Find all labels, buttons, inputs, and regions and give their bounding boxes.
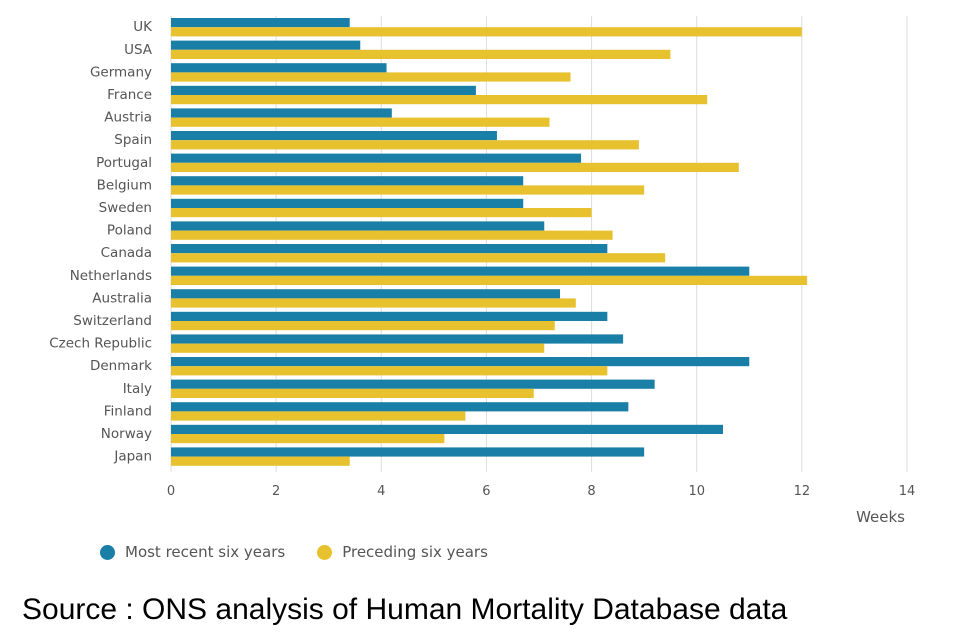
bar-recent bbox=[171, 18, 350, 28]
bar-recent bbox=[171, 40, 361, 50]
bar-preceding bbox=[171, 343, 545, 353]
bar-recent bbox=[171, 447, 645, 457]
category-label: Australia bbox=[92, 290, 152, 306]
category-label: Finland bbox=[104, 403, 152, 419]
category-label: Germany bbox=[90, 64, 152, 80]
bar-preceding bbox=[171, 275, 808, 285]
legend-item-recent: Most recent six years bbox=[100, 543, 285, 561]
legend-label-preceding: Preceding six years bbox=[342, 543, 488, 561]
bar-preceding bbox=[171, 162, 739, 172]
bar-preceding bbox=[171, 117, 550, 127]
legend-label-recent: Most recent six years bbox=[125, 543, 286, 561]
category-label: Italy bbox=[123, 381, 152, 397]
bar-preceding bbox=[171, 95, 708, 105]
bar-preceding bbox=[171, 140, 639, 150]
x-tick-label: 2 bbox=[272, 484, 280, 499]
category-label: Sweden bbox=[99, 200, 152, 216]
bar-recent bbox=[171, 334, 624, 344]
bar-recent bbox=[171, 221, 545, 231]
bar-recent bbox=[171, 424, 723, 434]
legend-swatch-recent bbox=[100, 544, 115, 560]
bar-preceding bbox=[171, 456, 350, 466]
bar-recent bbox=[171, 402, 629, 412]
category-label: Netherlands bbox=[70, 268, 152, 284]
bar-recent bbox=[171, 63, 387, 73]
x-tick-label: 4 bbox=[377, 484, 385, 499]
x-tick-label: 6 bbox=[482, 484, 490, 499]
x-tick-label: 14 bbox=[899, 484, 916, 499]
bar-preceding bbox=[171, 366, 608, 376]
category-label: Japan bbox=[113, 449, 152, 465]
bar-recent bbox=[171, 357, 750, 367]
bar-preceding bbox=[171, 253, 666, 263]
bar-preceding bbox=[171, 230, 613, 240]
bar-preceding bbox=[171, 298, 576, 308]
category-label: Spain bbox=[114, 132, 152, 148]
category-label: Czech Republic bbox=[49, 336, 152, 352]
bar-recent bbox=[171, 244, 608, 254]
category-label: UK bbox=[133, 19, 153, 35]
bar-recent bbox=[171, 85, 476, 95]
category-label: Belgium bbox=[97, 177, 152, 193]
x-tick-label: 0 bbox=[167, 484, 175, 499]
category-label: Switzerland bbox=[73, 313, 152, 329]
bar-recent bbox=[171, 379, 655, 389]
category-label: Portugal bbox=[96, 155, 152, 171]
x-axis-ticks: 0 2 4 6 8 10 12 14 bbox=[167, 484, 915, 499]
category-label: Canada bbox=[101, 245, 152, 261]
category-label: USA bbox=[124, 42, 153, 58]
bar-recent bbox=[171, 289, 561, 299]
x-tick-label: 12 bbox=[794, 484, 811, 499]
bar-preceding bbox=[171, 388, 534, 398]
bar-recent bbox=[171, 153, 582, 163]
category-label: Poland bbox=[107, 223, 152, 239]
bar-recent bbox=[171, 311, 608, 321]
x-tick-label: 8 bbox=[587, 484, 595, 499]
bars bbox=[171, 18, 808, 466]
bar-recent bbox=[171, 176, 524, 186]
bar-recent bbox=[171, 108, 392, 118]
x-tick-label: 10 bbox=[688, 484, 705, 499]
category-label: France bbox=[107, 87, 152, 103]
bar-preceding bbox=[171, 411, 466, 421]
bar-preceding bbox=[171, 321, 555, 331]
x-axis-label: Weeks bbox=[856, 508, 905, 526]
category-label: Denmark bbox=[90, 358, 152, 374]
bar-preceding bbox=[171, 49, 671, 59]
bar-chart: UK USA Germany France Austria Spain Portugal Be… bbox=[49, 16, 915, 526]
category-label: Austria bbox=[104, 110, 152, 126]
bar-recent bbox=[171, 266, 750, 276]
legend-swatch-preceding bbox=[317, 544, 333, 560]
legend: Most recent six years Preceding six year… bbox=[100, 543, 488, 561]
bar-preceding bbox=[171, 72, 571, 82]
bar-preceding bbox=[171, 185, 645, 195]
category-labels: UK USA Germany France Austria Spain Portugal Be… bbox=[49, 19, 153, 464]
bar-preceding bbox=[171, 434, 445, 444]
bar-recent bbox=[171, 131, 497, 141]
bar-preceding bbox=[171, 208, 592, 218]
category-label: Norway bbox=[101, 426, 152, 442]
bar-recent bbox=[171, 198, 524, 208]
source-caption: Source : ONS analysis of Human Mortality… bbox=[22, 593, 788, 626]
bar-preceding bbox=[171, 27, 802, 37]
legend-item-preceding: Preceding six years bbox=[317, 543, 488, 561]
